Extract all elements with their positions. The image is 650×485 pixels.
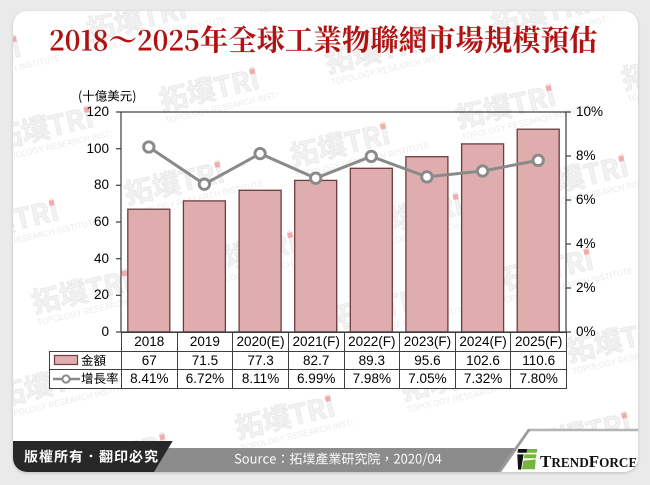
legend-label-amount <box>81 354 106 366</box>
legend-cell-growth <box>49 369 122 389</box>
bar-2020(E) <box>238 189 282 333</box>
cell-growth-2023(F): 7.05% <box>399 369 456 389</box>
trendforce-logo-text: TRENDFORCE <box>540 452 638 472</box>
brand-letter: O <box>599 455 610 470</box>
cell-amount-2022(F): 89.3 <box>343 350 401 370</box>
bar-2023(F) <box>405 156 449 333</box>
growth-marker-2024(F) <box>475 164 490 178</box>
y-left-label-40: 40 <box>93 250 109 266</box>
y-axis-unit-label <box>79 89 136 103</box>
year-header-2018: 2018 <box>121 332 178 352</box>
footer-copyright-bar <box>13 441 173 473</box>
year-header-2025(F): 2025(F) <box>510 332 567 352</box>
brand-letter: N <box>569 455 580 470</box>
year-header-2022(F): 2022(F) <box>343 332 401 352</box>
brand-letter: T <box>540 452 552 471</box>
growth-marker-2023(F) <box>420 170 434 184</box>
y-left-label-120: 120 <box>86 104 109 119</box>
growth-marker-2019 <box>197 177 212 191</box>
legend-cell-amount <box>49 350 122 370</box>
growth-line <box>147 145 539 186</box>
bar-2019 <box>182 200 227 333</box>
cell-growth-2024(F): 7.32% <box>454 369 512 389</box>
legend-cell-content <box>51 352 121 369</box>
y-right-label-0%: 0% <box>576 324 596 339</box>
cell-amount-2024(F): 102.6 <box>454 350 512 370</box>
trendforce-logo-icon <box>517 449 538 470</box>
cell-growth-2020(E): 8.11% <box>232 369 289 389</box>
y-left-label-80: 80 <box>93 177 109 193</box>
bar-2018 <box>127 208 171 333</box>
logo-plate-diagonal-edge <box>498 428 531 472</box>
y-right-label-8%: 8% <box>576 148 596 163</box>
brand-letter: E <box>560 455 570 470</box>
title-glyphs <box>50 25 597 54</box>
table-row-amount: 67 71.5 77.3 82.7 89.3 95.6 102.6 110.6 <box>49 350 567 370</box>
cell-growth-2018: 8.41% <box>121 369 178 389</box>
footer-source-text <box>234 452 442 466</box>
cell-amount-2021(F): 82.7 <box>287 350 345 370</box>
cell-amount-2018: 67 <box>121 350 178 370</box>
year-header-2024(F): 2024(F) <box>454 332 512 352</box>
table-corner-spacer <box>50 333 122 352</box>
growth-marker-2025(F) <box>531 153 545 168</box>
brand-letter: R <box>609 455 619 470</box>
legend-cell-content <box>51 370 121 387</box>
legend-growth-swatch <box>53 374 80 384</box>
table-header-row: 2018 2019 2020(E) 2021(F) 2022(F) 2023(F) 2024… <box>50 332 567 352</box>
brand-letter: E <box>628 455 638 470</box>
year-header-2021(F): 2021(F) <box>287 332 345 352</box>
brand-letter: C <box>618 455 629 470</box>
y-left-label-20: 20 <box>93 287 109 303</box>
growth-marker-2021(F) <box>309 171 323 185</box>
growth-marker-2020(E) <box>253 146 267 161</box>
brand-letter: D <box>579 455 589 470</box>
legend-amount-swatch <box>53 355 79 366</box>
data-table: 2018 2019 2020(E) 2021(F) 2022(F) 2023(F) 2024… <box>49 332 567 389</box>
bar-2022(F) <box>349 167 393 333</box>
cell-amount-2025(F): 110.6 <box>510 350 567 370</box>
chart-plot <box>116 111 571 333</box>
cell-growth-2019: 6.72% <box>176 369 234 389</box>
cell-amount-2020(E): 77.3 <box>232 350 289 370</box>
report-card: TOPOLOGY RESEARCH INSTITUTE TOPOLOGY RES… <box>13 11 638 472</box>
y-left-label-60: 60 <box>93 214 109 229</box>
table-row-growth: 8.41% 6.72% 8.11% 6.99% 7.98% 7.05% 7.32% 7.80% <box>49 369 567 389</box>
year-header-2020(E): 2020(E) <box>232 332 289 352</box>
cell-amount-2023(F): 95.6 <box>399 350 456 370</box>
cell-growth-2021(F): 6.99% <box>287 369 345 389</box>
cell-amount-2019: 71.5 <box>176 350 234 370</box>
footer-copyright-text <box>24 449 158 463</box>
y-right-label-6%: 6% <box>576 192 596 207</box>
year-header-2019: 2019 <box>176 332 234 352</box>
brand-letter: R <box>551 455 561 470</box>
y-right-label-10%: 10% <box>576 104 604 119</box>
page-title <box>50 25 597 54</box>
growth-marker-2022(F) <box>364 149 378 164</box>
growth-marker-2018 <box>142 140 156 154</box>
y-left-label-100: 100 <box>86 140 109 156</box>
brand-letter: F <box>588 452 600 471</box>
year-header-2023(F): 2023(F) <box>399 332 456 352</box>
cell-growth-2025(F): 7.80% <box>510 369 567 389</box>
y-right-label-2%: 2% <box>576 280 596 295</box>
cell-growth-2022(F): 7.98% <box>343 369 401 389</box>
legend-label-growth <box>81 372 118 385</box>
y-left-label-0: 0 <box>101 324 109 339</box>
y-right-label-4%: 4% <box>576 236 596 251</box>
bar-2021(F) <box>294 179 338 333</box>
